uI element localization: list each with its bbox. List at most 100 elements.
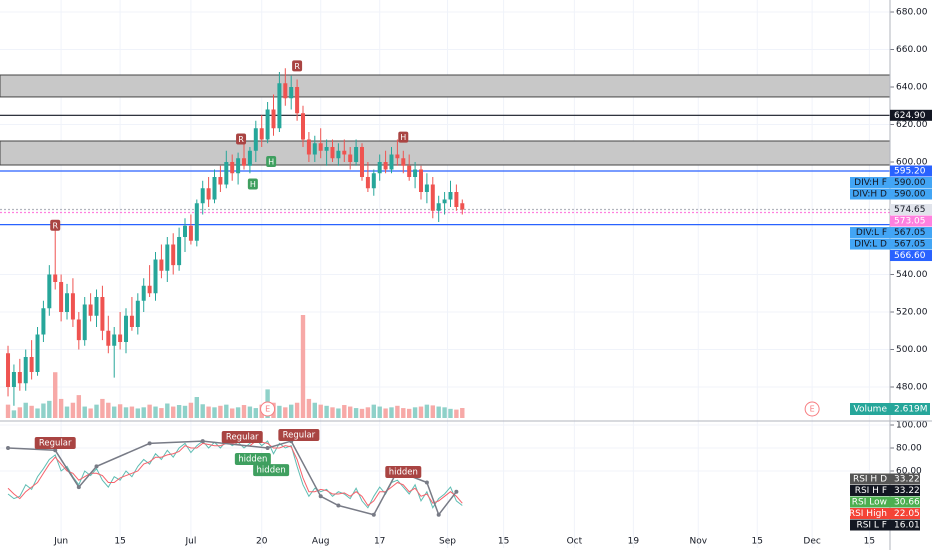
- volume-bar: [117, 404, 123, 418]
- rsi-readout-name: RSI L F: [856, 521, 887, 531]
- candle-body: [88, 304, 93, 316]
- volume-bar: [235, 407, 241, 418]
- divergence-marker: [398, 131, 409, 143]
- volume-bar: [430, 405, 435, 418]
- candle-body: [247, 150, 252, 166]
- candle-body: [312, 143, 317, 155]
- level-label-box: [850, 188, 932, 200]
- rsi-pivot: [265, 445, 270, 450]
- volume-bar: [76, 395, 82, 418]
- volume-bar: [182, 405, 188, 418]
- candle-body: [135, 300, 140, 327]
- volume-bar: [70, 402, 76, 418]
- rsi-readout-box: [850, 519, 920, 531]
- volume-bar: [17, 407, 23, 418]
- rsi-pivot: [76, 485, 81, 490]
- candle-body: [183, 225, 188, 237]
- volume-bar: [365, 407, 371, 418]
- candle-body: [177, 237, 182, 266]
- candle-body: [70, 293, 75, 320]
- volume-bar: [206, 406, 211, 418]
- x-tick-label: 15: [498, 537, 509, 547]
- marker-label: R: [52, 221, 58, 230]
- rsi-pivot: [200, 439, 205, 444]
- volume-bar: [100, 398, 105, 418]
- candle-body: [389, 154, 394, 170]
- level-value: 595.20: [894, 167, 926, 177]
- volume-bar: [442, 407, 447, 418]
- candle-body: [359, 147, 364, 177]
- level-value: 566.60: [894, 251, 926, 261]
- candle-body: [365, 177, 370, 189]
- volume-bar: [436, 406, 441, 418]
- rsi-label: Regular: [283, 430, 316, 440]
- y-tick-label: 60.00: [896, 466, 922, 476]
- candle-body: [6, 353, 11, 387]
- level-label-box: [850, 177, 932, 188]
- candle-body: [342, 150, 347, 155]
- volume-bar: [241, 405, 247, 418]
- x-tick-label: 15: [864, 537, 875, 547]
- candle-body: [418, 169, 423, 192]
- level-label-box: [890, 250, 932, 262]
- candle-body: [141, 285, 146, 301]
- volume-bar: [230, 408, 235, 418]
- rsi-label-box: [385, 466, 422, 479]
- candle-body: [448, 192, 453, 200]
- candle-body: [35, 334, 40, 372]
- candle-body: [436, 203, 441, 211]
- level-value: 590.00: [894, 178, 926, 188]
- volume-bar: [389, 407, 394, 418]
- candle-body: [147, 285, 152, 294]
- volume-bar: [176, 405, 182, 418]
- volume-bar: [41, 403, 46, 418]
- candle-body: [318, 143, 323, 151]
- x-tick-label: 20: [256, 537, 268, 547]
- level-name: DIV:H D: [852, 190, 887, 200]
- candle-body: [371, 173, 376, 189]
- candle-body: [100, 297, 105, 331]
- candle-body: [53, 274, 58, 282]
- candle-body: [29, 357, 34, 372]
- rsi-pivot: [424, 480, 429, 485]
- marker-label: H: [400, 133, 406, 142]
- volume-bar: [406, 408, 412, 418]
- y-tick-label: 100.00: [896, 420, 928, 430]
- rsi-pivot: [318, 494, 323, 499]
- y-tick-label: 660.00: [896, 45, 928, 55]
- y-tick-label: 680.00: [896, 8, 928, 18]
- candle-body: [76, 319, 81, 341]
- level-label-box: [890, 109, 932, 121]
- candle-body: [212, 177, 217, 200]
- y-tick-label: 480.00: [896, 383, 928, 393]
- rsi-label: hidden: [238, 455, 267, 465]
- candle-body: [171, 244, 176, 266]
- event-icon: [804, 401, 820, 417]
- volume-bar: [253, 408, 259, 418]
- volume-value: 2.619M: [894, 405, 928, 415]
- candle-body: [413, 169, 418, 177]
- level-label-box: [850, 227, 932, 239]
- volume-bar: [342, 405, 347, 418]
- volume-name: Volume: [854, 405, 888, 415]
- rsi-readout-box: [850, 485, 920, 496]
- candle-body: [383, 162, 388, 170]
- volume-bar: [147, 404, 152, 418]
- rsi-readout-box: [850, 496, 920, 508]
- x-tick-label: Oct: [567, 537, 583, 547]
- candle-body: [442, 199, 447, 204]
- volume-bar: [165, 403, 170, 418]
- volume-bar: [112, 406, 117, 418]
- rsi-label-box: [234, 453, 271, 466]
- candle-body: [106, 330, 111, 346]
- volume-bar: [247, 406, 253, 418]
- rsi-pivot: [371, 512, 376, 517]
- divergence-marker: [236, 133, 247, 145]
- candle-body: [300, 113, 305, 140]
- candle-body: [17, 372, 22, 384]
- level-value: 624.90: [894, 111, 926, 121]
- candle-body: [230, 162, 235, 174]
- candle-body: [224, 162, 229, 185]
- volume-bar: [106, 402, 111, 418]
